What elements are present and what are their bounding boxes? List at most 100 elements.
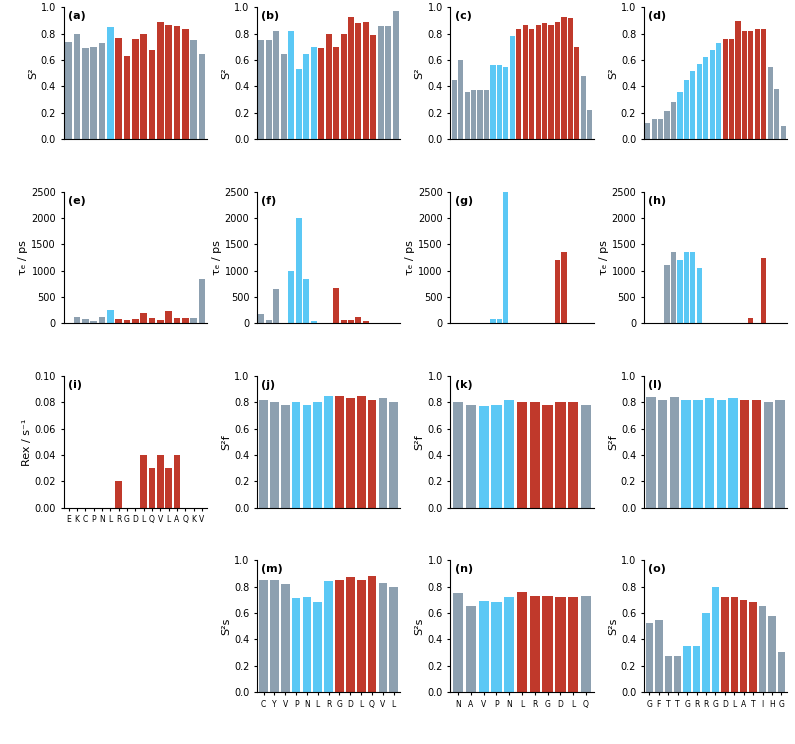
Y-axis label: τₑ / ps: τₑ / ps xyxy=(405,240,415,275)
Bar xyxy=(478,90,483,139)
Bar xyxy=(258,40,265,139)
Text: (e): (e) xyxy=(68,196,86,205)
Bar xyxy=(542,23,547,139)
Bar xyxy=(696,268,702,324)
Bar xyxy=(665,112,669,139)
Y-axis label: τₑ / ps: τₑ / ps xyxy=(211,240,222,275)
Bar xyxy=(348,320,354,324)
Text: (l): (l) xyxy=(648,380,662,390)
Bar xyxy=(471,90,476,139)
Bar xyxy=(324,581,333,692)
Bar xyxy=(658,119,663,139)
Text: (c): (c) xyxy=(455,11,471,22)
Bar xyxy=(742,31,747,139)
Bar xyxy=(466,606,476,692)
Bar xyxy=(568,18,573,139)
Bar xyxy=(91,47,97,139)
Bar xyxy=(452,80,457,139)
Bar xyxy=(580,76,586,139)
Bar xyxy=(149,50,155,139)
Bar xyxy=(182,318,188,324)
Bar xyxy=(758,606,766,692)
Bar xyxy=(748,318,754,324)
Bar xyxy=(491,603,502,692)
Bar xyxy=(646,623,653,692)
Bar xyxy=(464,92,470,139)
Bar xyxy=(273,31,279,139)
Bar xyxy=(549,25,553,139)
Bar xyxy=(74,33,80,139)
Bar xyxy=(750,603,757,692)
Bar xyxy=(453,403,463,507)
Text: (i): (i) xyxy=(68,380,82,390)
Bar xyxy=(568,597,578,692)
Bar xyxy=(99,316,105,324)
Bar xyxy=(781,126,785,139)
Bar xyxy=(292,598,301,692)
Bar xyxy=(466,405,476,507)
Bar xyxy=(318,48,324,139)
Bar xyxy=(671,252,676,324)
Bar xyxy=(504,597,514,692)
Bar xyxy=(289,31,294,139)
Bar xyxy=(190,318,197,324)
Bar xyxy=(378,398,387,507)
Bar xyxy=(696,64,702,139)
Bar xyxy=(157,455,164,507)
Bar xyxy=(149,468,155,507)
Bar xyxy=(517,403,527,507)
Bar xyxy=(716,43,721,139)
Y-axis label: S²f: S²f xyxy=(608,434,618,449)
Bar xyxy=(778,652,785,692)
Bar xyxy=(529,28,534,139)
Bar xyxy=(311,321,316,324)
Bar xyxy=(165,311,172,324)
Bar xyxy=(529,596,540,692)
Bar xyxy=(768,67,773,139)
Bar xyxy=(681,400,691,507)
Bar xyxy=(393,11,399,139)
Bar xyxy=(529,403,540,507)
Bar xyxy=(522,25,528,139)
Bar xyxy=(259,400,268,507)
Bar xyxy=(677,260,683,324)
Bar xyxy=(555,260,560,324)
Bar xyxy=(504,400,514,507)
Bar xyxy=(658,400,667,507)
Bar xyxy=(574,47,580,139)
Bar xyxy=(479,406,489,507)
Y-axis label: τₑ / ps: τₑ / ps xyxy=(18,240,29,275)
Bar xyxy=(740,400,750,507)
Text: (f): (f) xyxy=(262,196,277,205)
Bar xyxy=(363,22,369,139)
Bar xyxy=(378,583,387,692)
Bar xyxy=(99,43,105,139)
Y-axis label: S²f: S²f xyxy=(221,434,231,449)
Bar xyxy=(386,26,391,139)
Bar xyxy=(140,455,147,507)
Bar xyxy=(292,403,301,507)
Bar xyxy=(357,580,366,692)
Bar xyxy=(355,316,362,324)
Bar xyxy=(768,615,776,692)
Text: (d): (d) xyxy=(648,11,666,22)
Bar xyxy=(296,69,302,139)
Bar xyxy=(65,42,72,139)
Bar xyxy=(107,28,114,139)
Bar xyxy=(655,620,663,692)
Bar xyxy=(692,646,700,692)
Bar xyxy=(752,400,762,507)
Bar xyxy=(157,320,164,324)
Bar xyxy=(140,33,147,139)
Bar xyxy=(491,405,502,507)
Bar xyxy=(182,28,188,139)
Bar xyxy=(516,28,522,139)
Bar xyxy=(677,92,683,139)
Bar xyxy=(479,601,489,692)
Bar xyxy=(754,28,760,139)
Bar xyxy=(303,405,312,507)
Bar xyxy=(173,455,180,507)
Bar xyxy=(313,403,322,507)
Bar xyxy=(491,319,495,324)
Bar xyxy=(333,287,339,324)
